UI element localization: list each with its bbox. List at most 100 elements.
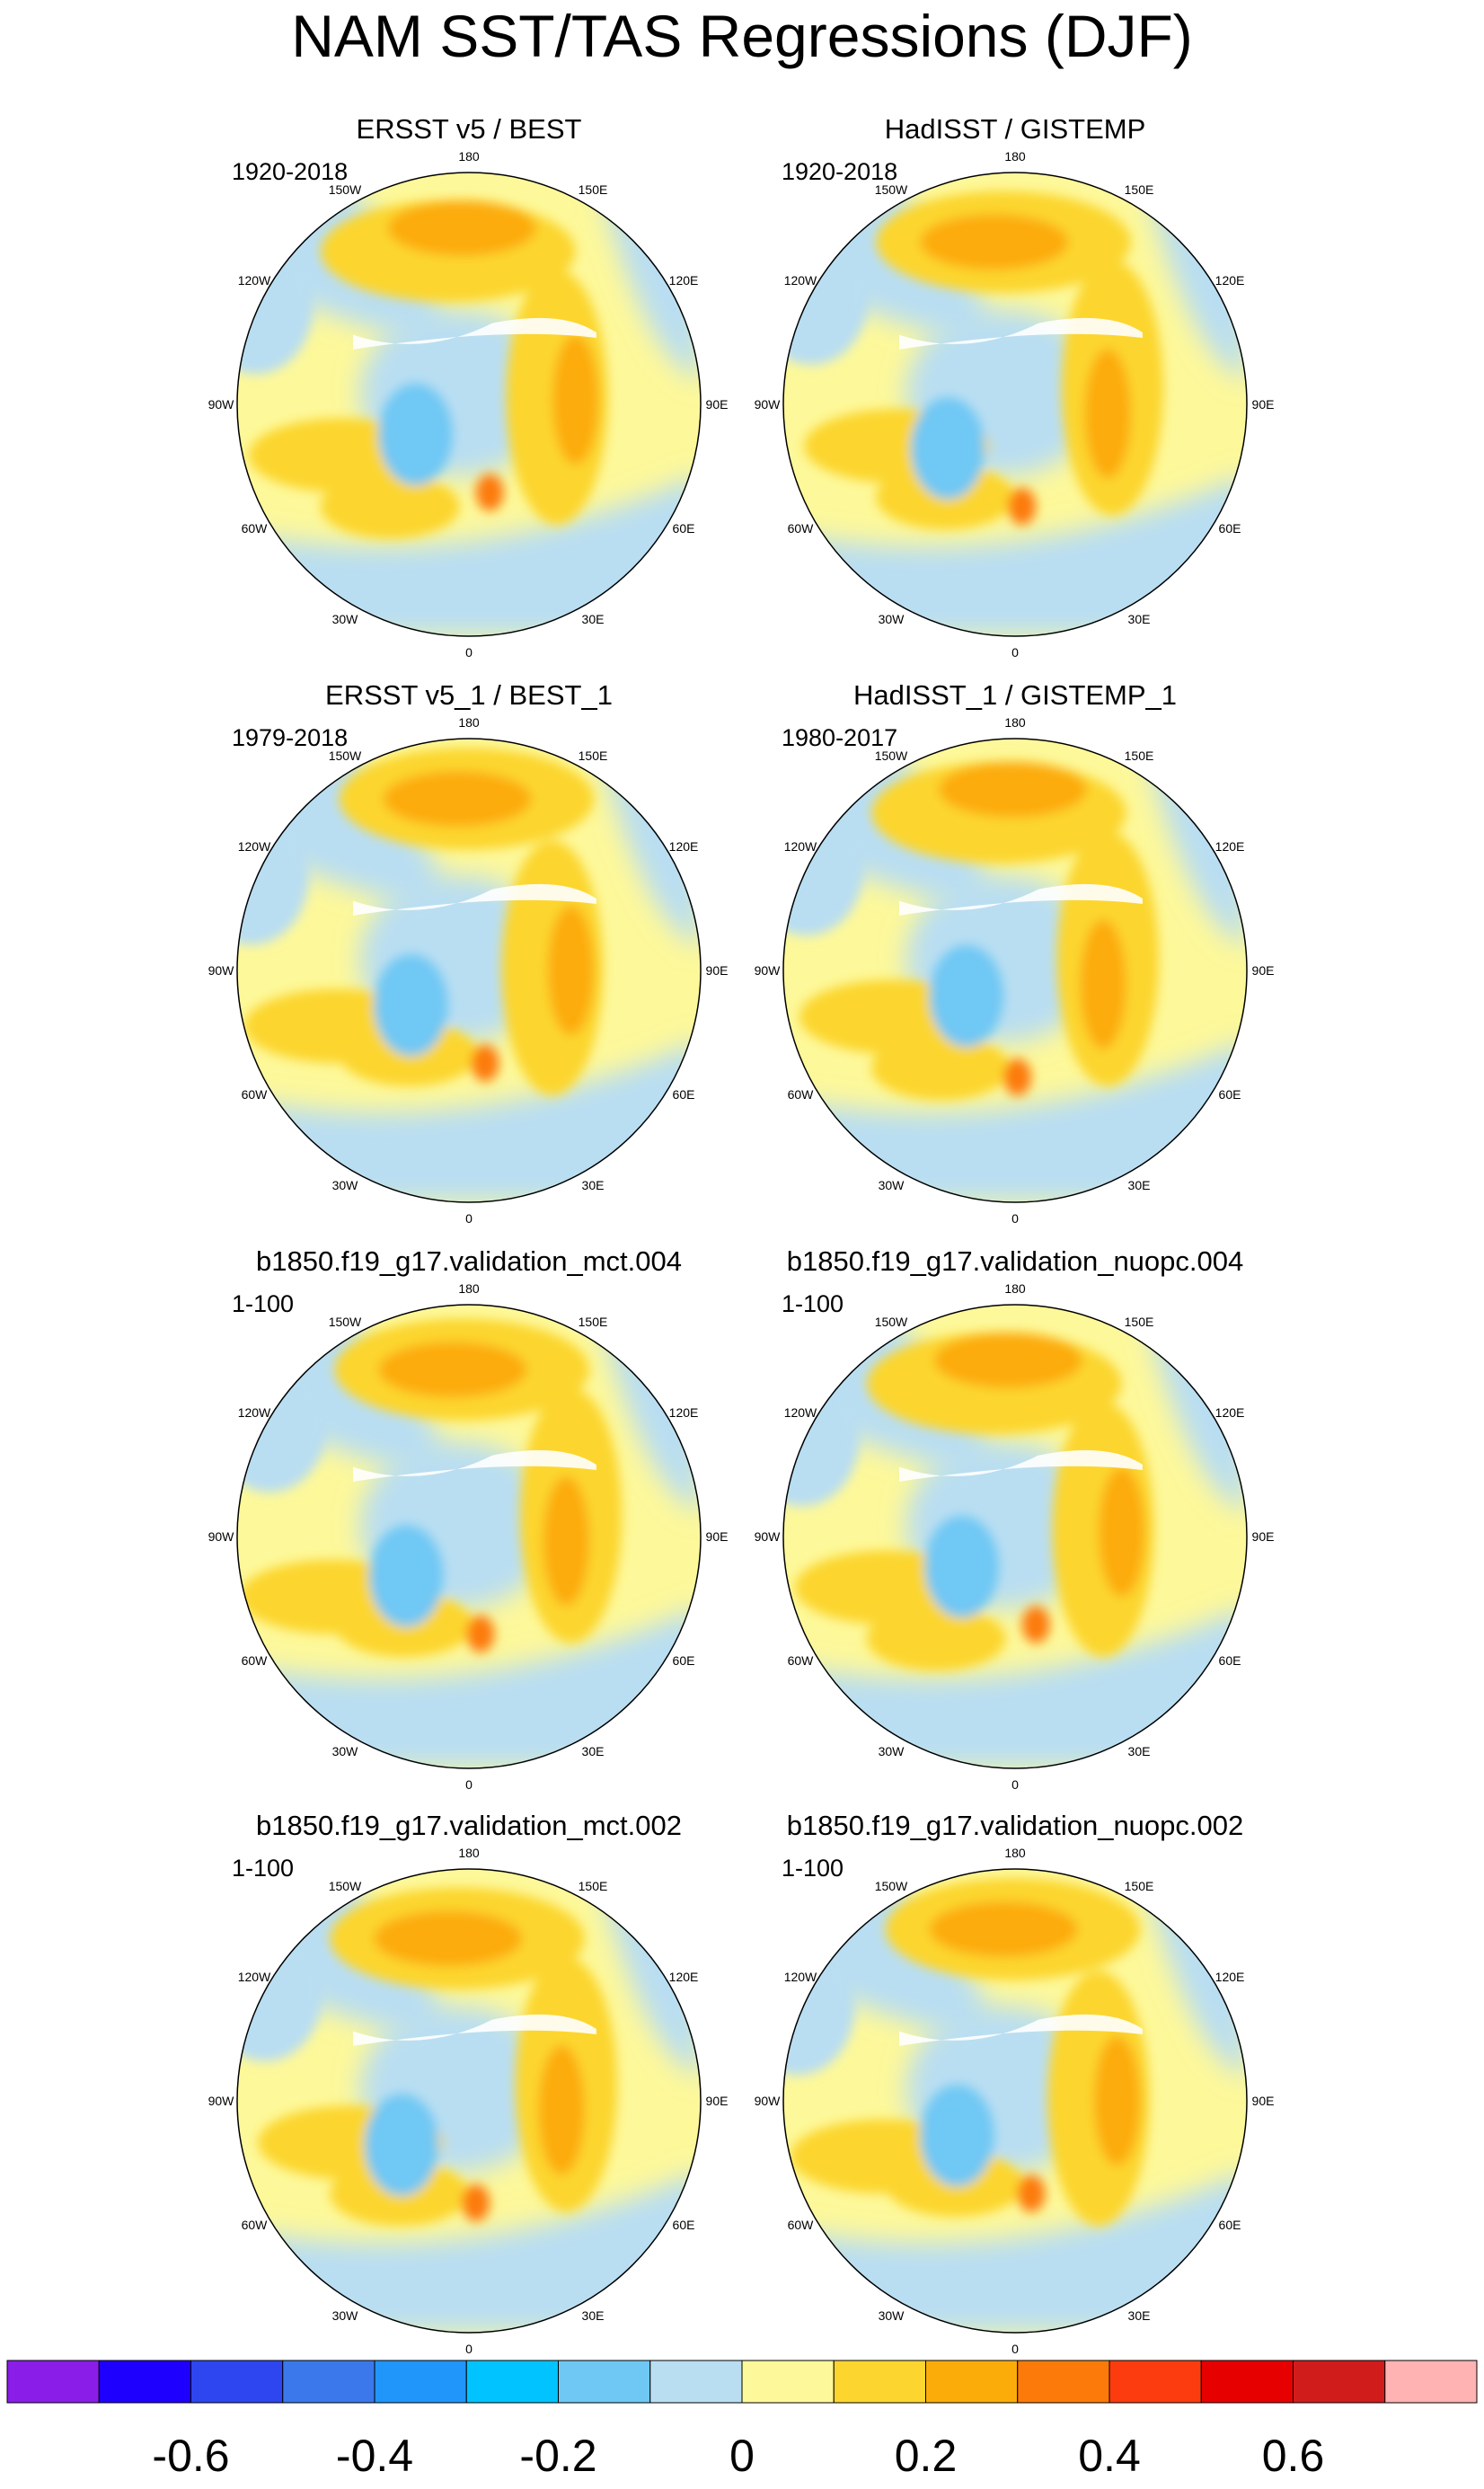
panel-period-6: 1-100 — [782, 1290, 844, 1317]
longitude-label: 60W — [242, 1653, 269, 1668]
colorbar-box — [741, 2360, 835, 2404]
longitude-label: 60E — [1219, 521, 1241, 536]
longitude-label: 90E — [706, 963, 729, 978]
polar-map-1: 180 150E 120E 90E 60E 30E 0 30W 60W 90W 120W 150W — [208, 149, 729, 660]
longitude-label: 90W — [208, 2094, 235, 2108]
panel-period-5: 1-100 — [232, 1290, 295, 1317]
longitude-label: 30E — [1128, 612, 1151, 626]
longitude-label: 150E — [579, 748, 608, 763]
longitude-label: 30W — [879, 2308, 905, 2323]
longitude-label: 60E — [673, 2218, 695, 2232]
longitude-label: 180 — [1004, 149, 1026, 164]
colorbar-tick-label: -0.4 — [335, 2431, 414, 2481]
panel-title-4: HadISST_1 / GISTEMP_1 — [852, 679, 1178, 711]
longitude-label: 60E — [673, 1653, 695, 1668]
longitude-label: 30W — [879, 1178, 905, 1192]
longitude-label: 180 — [458, 715, 480, 730]
panel-title-3: ERSST v5_1 / BEST_1 — [325, 679, 613, 711]
longitude-label: 150E — [579, 1879, 608, 1893]
longitude-label: 120E — [669, 1970, 699, 1984]
longitude-label: 30W — [332, 1744, 359, 1758]
longitude-label: 30E — [1128, 1744, 1151, 1758]
map-border — [782, 738, 1248, 1203]
longitude-label: 150W — [329, 1879, 362, 1893]
colorbar-box — [833, 2360, 926, 2404]
colorbar-tick-label: 0.4 — [1078, 2431, 1141, 2481]
polar-map-7: 180 150E 120E 90E 60E 30E 0 30W 60W 90W 120W 150W — [208, 1846, 729, 2356]
map-border — [782, 1868, 1248, 2334]
colorbar-tick-label: -0.6 — [152, 2431, 230, 2481]
longitude-label: 150W — [875, 748, 908, 763]
longitude-label: 120W — [238, 1970, 271, 1984]
longitude-label: 60E — [673, 521, 695, 536]
longitude-label: 60W — [788, 521, 815, 536]
colorbar-box — [1200, 2360, 1294, 2404]
longitude-label: 90E — [706, 1529, 729, 1544]
longitude-label: 60W — [788, 1653, 815, 1668]
panel-period-8: 1-100 — [782, 1855, 844, 1882]
longitude-label: 0 — [1011, 645, 1019, 660]
longitude-label: 60E — [1219, 1087, 1241, 1102]
longitude-label: 150E — [1125, 1879, 1154, 1893]
longitude-label: 180 — [1004, 1846, 1026, 1860]
colorbar-tick-label: -0.2 — [519, 2431, 597, 2481]
panel-period-4: 1980-2017 — [782, 724, 898, 751]
longitude-label: 30W — [879, 612, 905, 626]
longitude-label: 120E — [1215, 1970, 1245, 1984]
longitude-label: 60E — [1219, 1653, 1241, 1668]
longitude-label: 150E — [579, 182, 608, 197]
longitude-label: 90W — [208, 397, 235, 412]
polar-map-6: 180 150E 120E 90E 60E 30E 0 30W 60W 90W 120W 150W — [755, 1281, 1275, 1792]
longitude-label: 90W — [755, 1529, 782, 1544]
longitude-label: 120E — [669, 273, 699, 288]
panel-period-7: 1-100 — [232, 1855, 295, 1882]
colorbar-box — [6, 2360, 100, 2404]
panel-title-5: b1850.f19_g17.validation_mct.004 — [256, 1245, 682, 1277]
longitude-label: 90W — [755, 397, 782, 412]
panel-title-2: HadISST / GISTEMP — [884, 113, 1146, 145]
longitude-label: 150W — [329, 1315, 362, 1329]
longitude-label: 30W — [332, 612, 359, 626]
longitude-label: 60E — [673, 1087, 695, 1102]
longitude-label: 120W — [784, 1405, 817, 1420]
colorbar-tick-label: 0 — [729, 2431, 755, 2481]
colorbar-box — [1109, 2360, 1202, 2404]
longitude-label: 0 — [1011, 1777, 1019, 1792]
longitude-label: 0 — [1011, 1211, 1019, 1226]
colorbar-box — [649, 2360, 743, 2404]
longitude-label: 120W — [784, 273, 817, 288]
longitude-label: 120W — [238, 1405, 271, 1420]
map-border — [236, 172, 702, 637]
longitude-label: 90W — [208, 963, 235, 978]
longitude-label: 90E — [706, 2094, 729, 2108]
map-border — [782, 1304, 1248, 1769]
longitude-label: 180 — [1004, 1281, 1026, 1296]
longitude-label: 90W — [755, 963, 782, 978]
map-border — [236, 1304, 702, 1769]
polar-map-2: 180 150E 120E 90E 60E 30E 0 30W 60W 90W 120W 150W — [755, 149, 1275, 660]
longitude-label: 30E — [582, 612, 605, 626]
colorbar-box — [1384, 2360, 1478, 2404]
longitude-label: 90W — [208, 1529, 235, 1544]
colorbar-box — [465, 2360, 559, 2404]
panel-period-1: 1920-2018 — [232, 158, 349, 185]
longitude-label: 60W — [788, 2218, 815, 2232]
colorbar-box — [374, 2360, 467, 2404]
colorbar-box — [558, 2360, 651, 2404]
longitude-label: 150E — [1125, 748, 1154, 763]
longitude-label: 30E — [582, 1744, 605, 1758]
longitude-label: 60W — [242, 1087, 269, 1102]
longitude-label: 150E — [579, 1315, 608, 1329]
longitude-label: 0 — [465, 1777, 473, 1792]
longitude-label: 150W — [329, 748, 362, 763]
colorbar-box — [925, 2360, 1019, 2404]
longitude-label: 0 — [1011, 2342, 1019, 2356]
longitude-label: 150W — [875, 1879, 908, 1893]
longitude-label: 120E — [669, 839, 699, 854]
longitude-label: 150E — [1125, 182, 1154, 197]
longitude-label: 60W — [788, 1087, 815, 1102]
longitude-label: 90W — [755, 2094, 782, 2108]
longitude-label: 30E — [582, 1178, 605, 1192]
longitude-label: 0 — [465, 1211, 473, 1226]
longitude-label: 30W — [332, 1178, 359, 1192]
